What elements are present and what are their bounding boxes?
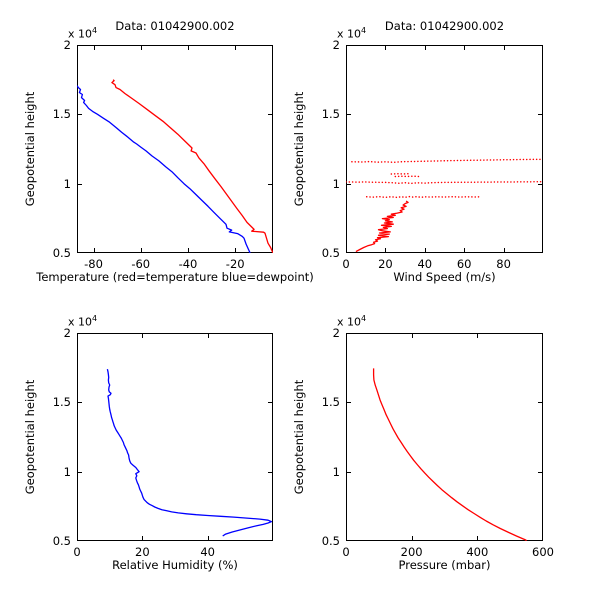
wind-speed-dotted-11600m-series (351, 158, 543, 164)
plot-canvas (346, 45, 543, 253)
x-tick-label: 600 (532, 545, 554, 559)
y-tick-label: 2 (63, 38, 71, 52)
y-axis-exponent: x 104 (68, 314, 97, 329)
x-tick-label: 80 (496, 257, 511, 271)
temperature-series (111, 79, 273, 253)
axes-box (77, 333, 273, 541)
x-tick-label: -80 (84, 257, 103, 271)
x-tick-label: 0 (342, 257, 350, 271)
y-tick-label: 1 (63, 176, 71, 191)
y-axis-exponent: x 104 (337, 26, 366, 41)
exponent-power: 4 (92, 314, 98, 324)
wind-speed-dotted-9000m-series (365, 195, 481, 199)
y-tick-label: 2 (332, 38, 340, 52)
x-axis-label: Relative Humidity (%) (112, 558, 238, 572)
y-axis-label: Geopotential height (23, 91, 37, 207)
exponent-power: 4 (361, 314, 367, 324)
y-tick-label: 0.5 (321, 246, 340, 260)
x-axis-label: Wind Speed (m/s) (393, 270, 496, 284)
plot-canvas (77, 333, 273, 541)
axes-box (77, 45, 273, 253)
y-tick-label: 0.5 (52, 534, 71, 548)
plot-title: Data: 01042900.002 (115, 19, 235, 33)
y-axis-label: Geopotential height (23, 379, 37, 495)
x-axis-label: Pressure (mbar) (398, 558, 491, 572)
x-tick-label: 0 (73, 545, 81, 559)
plot-canvas (346, 333, 543, 541)
y-tick-label: 1.5 (52, 395, 71, 410)
wind-speed-solid-series (355, 200, 409, 253)
y-tick-label: 1 (332, 176, 340, 191)
exponent-power: 4 (92, 26, 98, 36)
y-tick-label: 1.5 (321, 107, 340, 122)
y-tick-label: 1 (332, 464, 340, 479)
y-tick-label: 1.5 (52, 107, 71, 122)
y-tick-label: 1 (63, 464, 71, 479)
y-axis-label: Geopotential height (292, 379, 306, 495)
exponent-power: 4 (361, 26, 367, 36)
wind-speed-dotted-10100m-series (346, 180, 543, 185)
exponent-base: x 10 (337, 28, 362, 41)
temperature-dewpoint-plot: Data: 01042900.002 x 104 Geopotential he… (23, 19, 314, 284)
axes-box (346, 333, 543, 541)
wind-speed-plot: Data: 01042900.002 x 104 Geopotential he… (292, 19, 543, 284)
y-tick-label: 1.5 (321, 395, 340, 410)
y-tick-label: 0.5 (321, 534, 340, 548)
plot-canvas (77, 45, 273, 253)
pressure-plot: x 104 Geopotential height Pressure (mbar… (292, 314, 554, 572)
x-tick-label: -60 (131, 257, 151, 271)
y-tick-label: 2 (332, 326, 340, 340)
x-tick-label: 20 (378, 257, 393, 271)
exponent-base: x 10 (337, 316, 362, 329)
relative-humidity-series (106, 368, 273, 537)
plot-title: Data: 01042900.002 (384, 19, 505, 33)
y-axis-label: Geopotential height (292, 91, 306, 207)
exponent-base: x 10 (68, 28, 93, 41)
x-tick-label: 40 (417, 257, 433, 271)
x-tick-label: 60 (456, 257, 472, 271)
dewpoint-series (77, 85, 251, 253)
x-axis-label: Temperature (red=temperature blue=dewpoi… (36, 270, 314, 284)
x-tick-label: 400 (466, 545, 489, 559)
y-tick-label: 0.5 (52, 246, 71, 260)
x-tick-label: 0 (342, 545, 350, 559)
x-tick-label: -40 (178, 257, 198, 271)
y-axis-exponent: x 104 (337, 314, 366, 329)
pressure-series (372, 368, 527, 541)
y-axis-exponent: x 104 (68, 26, 97, 41)
x-tick-label: 40 (200, 545, 215, 559)
x-tick-label: 20 (135, 545, 150, 559)
y-tick-label: 2 (63, 326, 71, 340)
axes-box (346, 45, 543, 253)
relative-humidity-plot: x 104 Geopotential height Relative Humid… (23, 314, 273, 572)
x-tick-label: -20 (225, 257, 245, 271)
x-tick-label: 200 (400, 545, 423, 559)
exponent-base: x 10 (68, 316, 93, 329)
